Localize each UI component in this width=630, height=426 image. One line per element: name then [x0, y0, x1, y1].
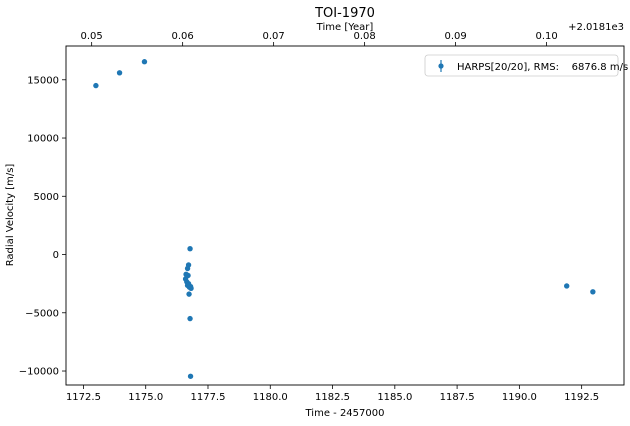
x-tick-label: 1177.5 — [190, 392, 225, 403]
data-point — [93, 82, 99, 89]
legend-marker — [438, 63, 444, 69]
y-tick-label: 0 — [53, 250, 59, 261]
y-axis-label: Radial Velocity [m/s] — [5, 164, 16, 267]
top-tick-label: 0.09 — [444, 31, 466, 42]
x-axis-label: Time - 2457000 — [305, 408, 385, 419]
top-axis-offset-text: +2.0181e3 — [568, 22, 624, 33]
legend: HARPS[20/20], RMS: 6876.8 m/s — [424, 54, 628, 77]
data-point — [187, 315, 193, 322]
y-tick-label: −10000 — [19, 367, 59, 378]
data-point — [141, 59, 148, 65]
data-point — [184, 265, 191, 272]
top-tick-label: 0.06 — [172, 31, 194, 42]
x-tick-label: 1185.0 — [377, 392, 412, 403]
data-point — [187, 246, 193, 252]
x-tick-label: 1192.5 — [564, 392, 599, 403]
x-tick-label: 1182.5 — [315, 392, 350, 403]
y-tick-label: 15000 — [27, 75, 59, 86]
x-tick-label: 1190.0 — [502, 392, 537, 403]
x-tick-label: 1172.5 — [66, 392, 101, 403]
data-point — [116, 70, 123, 76]
y-tick-label: −5000 — [25, 308, 59, 319]
y-tick-label: 10000 — [27, 134, 59, 145]
x-tick-label: 1180.0 — [253, 392, 288, 403]
legend-box — [424, 54, 619, 77]
data-point — [590, 289, 596, 295]
y-tick-label: 5000 — [34, 192, 59, 203]
data-point — [186, 291, 192, 297]
top-tick-label: 0.05 — [81, 31, 103, 42]
x-tick-label: 1187.5 — [440, 392, 475, 403]
top-axis-label: Time [Year] — [316, 22, 374, 33]
legend-entry: HARPS[20/20], RMS: 6876.8 m/s — [457, 62, 628, 73]
x-axis-ticks: 1172.5 1175.0 1177.5 1180.0 1182.5 1185.0 1187… — [66, 385, 599, 403]
plot-frame — [65, 45, 625, 386]
top-tick-label: 0.10 — [535, 31, 557, 42]
top-tick-label: 0.08 — [353, 31, 375, 42]
chart-title: TOI-1970 — [314, 6, 375, 21]
data-points — [93, 59, 596, 379]
top-axis-ticks: 0.05 0.06 0.07 0.08 0.09 0.10 — [81, 31, 558, 46]
data-point — [188, 285, 194, 292]
top-tick-label: 0.07 — [262, 31, 284, 42]
x-tick-label: 1175.0 — [128, 392, 163, 403]
data-point — [187, 373, 194, 379]
y-axis-ticks: 15000 10000 5000 0 −5000 −10000 — [19, 75, 66, 378]
data-point — [564, 283, 570, 289]
